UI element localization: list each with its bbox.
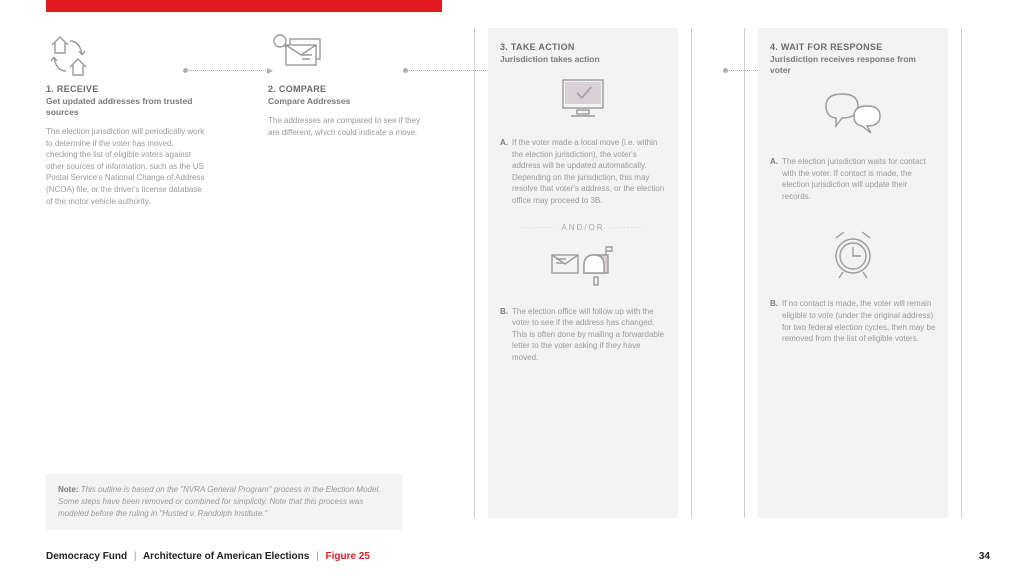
note-label: Note: — [58, 485, 78, 494]
step-3a-label: A. — [500, 137, 508, 207]
step-4-title: 4. WAIT FOR RESPONSE — [770, 42, 936, 52]
note-body: This outline is based on the "NVRA Gener… — [58, 485, 380, 518]
step-4-subtitle: Jurisdiction receives response from vote… — [770, 54, 936, 76]
step-4a-body: The election jurisdiction waits for cont… — [782, 156, 936, 202]
houses-arrows-icon — [46, 28, 206, 84]
step-1-title: 1. RECEIVE — [46, 84, 206, 94]
step-3b-label: B. — [500, 306, 508, 364]
step-1: 1. RECEIVE Get updated addresses from tr… — [46, 28, 206, 207]
footer-figure: Figure 25 — [325, 551, 369, 562]
step-1-subtitle: Get updated addresses from trusted sourc… — [46, 96, 206, 118]
monitor-check-icon — [500, 71, 666, 127]
step-4a: A. The election jurisdiction waits for c… — [770, 156, 936, 202]
alarm-clock-icon — [770, 222, 936, 288]
footer-org: Democracy Fund — [46, 551, 127, 562]
step-4b-body: If no contact is made, the voter will re… — [782, 298, 936, 344]
step-4a-label: A. — [770, 156, 778, 202]
speech-bubbles-icon — [770, 82, 936, 146]
step-3b-body: The election office will follow up with … — [512, 306, 666, 364]
step-4b: B. If no contact is made, the voter will… — [770, 298, 936, 344]
step-1-body: The election jurisdiction will periodica… — [46, 126, 206, 207]
page-number: 34 — [979, 551, 990, 562]
step-3-title: 3. TAKE ACTION — [500, 42, 666, 52]
step-3a: A. If the voter made a local move (i.e. … — [500, 137, 666, 207]
note-box: Note: This outline is based on the "NVRA… — [46, 474, 402, 530]
diagram-content: 1. RECEIVE Get updated addresses from tr… — [46, 28, 984, 518]
step-4-panel: 4. WAIT FOR RESPONSE Jurisdiction receiv… — [758, 28, 948, 518]
step-4b-label: B. — [770, 298, 778, 344]
step-3-panel: 3. TAKE ACTION Jurisdiction takes action… — [488, 28, 678, 518]
step-3a-body: If the voter made a local move (i.e. wit… — [512, 137, 666, 207]
footer-sep: | — [316, 551, 319, 562]
step-3b: B. The election office will follow up wi… — [500, 306, 666, 364]
step-2-subtitle: Compare Addresses — [268, 96, 428, 107]
panel-edge — [691, 28, 692, 518]
step-2-body: The addresses are compared to see if the… — [268, 115, 428, 138]
footer-title: Architecture of American Elections — [143, 551, 309, 562]
envelopes-compare-icon — [268, 28, 428, 84]
panel-edge — [961, 28, 962, 518]
mailbox-icon — [500, 240, 666, 296]
panel-edge — [474, 28, 475, 518]
step-3: 3. TAKE ACTION Jurisdiction takes action… — [488, 28, 678, 518]
panel-edge — [744, 28, 745, 518]
step-2: 2. COMPARE Compare Addresses The address… — [268, 28, 428, 138]
accent-bar — [46, 0, 442, 12]
and-or-divider: AND/OR — [500, 223, 666, 232]
footer: Democracy Fund | Architecture of America… — [46, 551, 370, 562]
footer-sep: | — [134, 551, 137, 562]
step-3-subtitle: Jurisdiction takes action — [500, 54, 666, 65]
step-2-title: 2. COMPARE — [268, 84, 428, 94]
step-4: 4. WAIT FOR RESPONSE Jurisdiction receiv… — [758, 28, 948, 518]
steps-row: 1. RECEIVE Get updated addresses from tr… — [46, 28, 984, 518]
